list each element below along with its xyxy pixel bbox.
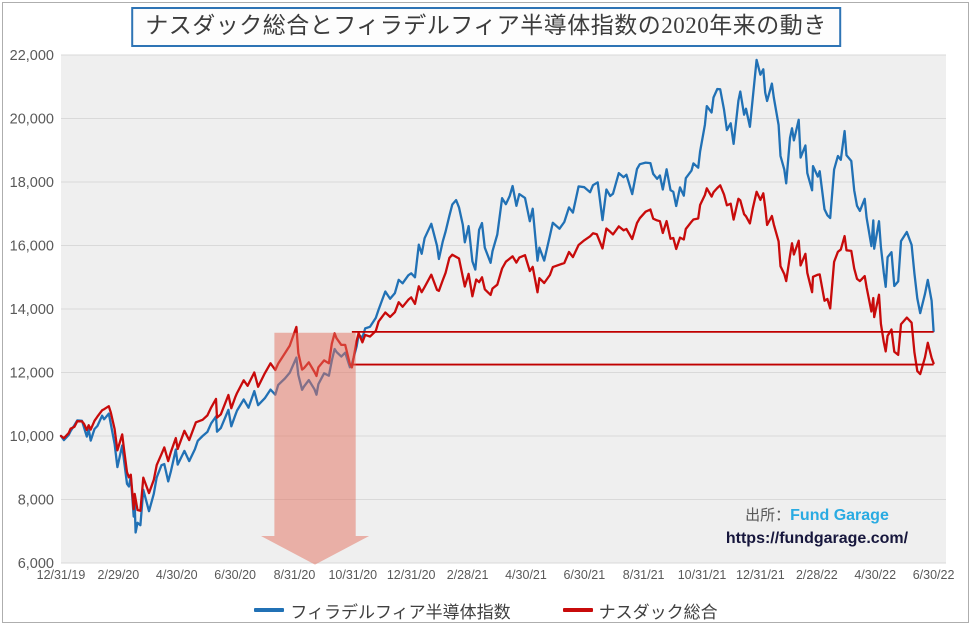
nasdaq-legend-line-icon (562, 608, 593, 612)
y-tick-label: 12,000 (10, 366, 54, 382)
x-tick-label: 4/30/21 (505, 568, 547, 582)
x-tick-label: 2/28/21 (447, 568, 489, 582)
x-tick-label: 10/31/21 (678, 568, 727, 582)
source-brand: Fund Garage (790, 507, 889, 524)
legend-label-nasdaq: ナスダック総合 (598, 602, 718, 622)
y-tick-label: 22,000 (10, 48, 54, 64)
x-tick-label: 6/30/21 (563, 568, 605, 582)
y-tick-label: 16,000 (10, 239, 54, 255)
legend-label-sox: フィラデルフィア半導体指数 (290, 602, 511, 622)
chart-legend: フィラデルフィア半導体指数 ナスダック総合 (0, 597, 972, 623)
y-tick-label: 14,000 (10, 302, 54, 318)
x-tick-label: 12/31/21 (736, 568, 785, 582)
source-label: 出所： (745, 507, 791, 524)
x-tick-label: 12/31/20 (387, 568, 436, 582)
chart-title: ナスダック総合とフィラデルフィア半導体指数の2020年来の動き (131, 7, 841, 47)
x-tick-label: 8/31/20 (274, 568, 316, 582)
y-tick-label: 10,000 (10, 429, 54, 445)
x-tick-label: 4/30/22 (854, 568, 896, 582)
y-tick-label: 6,000 (18, 556, 54, 572)
x-tick-label: 10/31/20 (328, 568, 377, 582)
x-tick-label: 6/30/22 (913, 568, 955, 582)
source-attribution: 出所：Fund Garage https://fundgarage.com/ (724, 504, 910, 550)
x-tick-label: 8/31/21 (623, 568, 665, 582)
y-tick-label: 20,000 (10, 112, 54, 128)
sox-legend-line-icon (254, 608, 285, 612)
decline-arrow (261, 332, 370, 565)
legend-item-nasdaq: ナスダック総合 (562, 598, 718, 623)
source-url: https://fundgarage.com/ (725, 530, 909, 548)
nasdaq-series-line (59, 184, 935, 512)
y-tick-label: 18,000 (10, 175, 54, 191)
x-tick-label: 2/28/22 (796, 568, 838, 582)
source-line: 出所：Fund Garage (724, 504, 910, 527)
x-tick-label: 4/30/20 (156, 568, 198, 582)
sox-series-line (59, 58, 935, 534)
x-tick-label: 6/30/20 (214, 568, 256, 582)
x-tick-label: 12/31/19 (37, 568, 86, 582)
legend-item-sox: フィラデルフィア半導体指数 (254, 598, 511, 623)
y-tick-label: 8,000 (18, 493, 54, 509)
x-tick-label: 2/29/20 (98, 568, 140, 582)
